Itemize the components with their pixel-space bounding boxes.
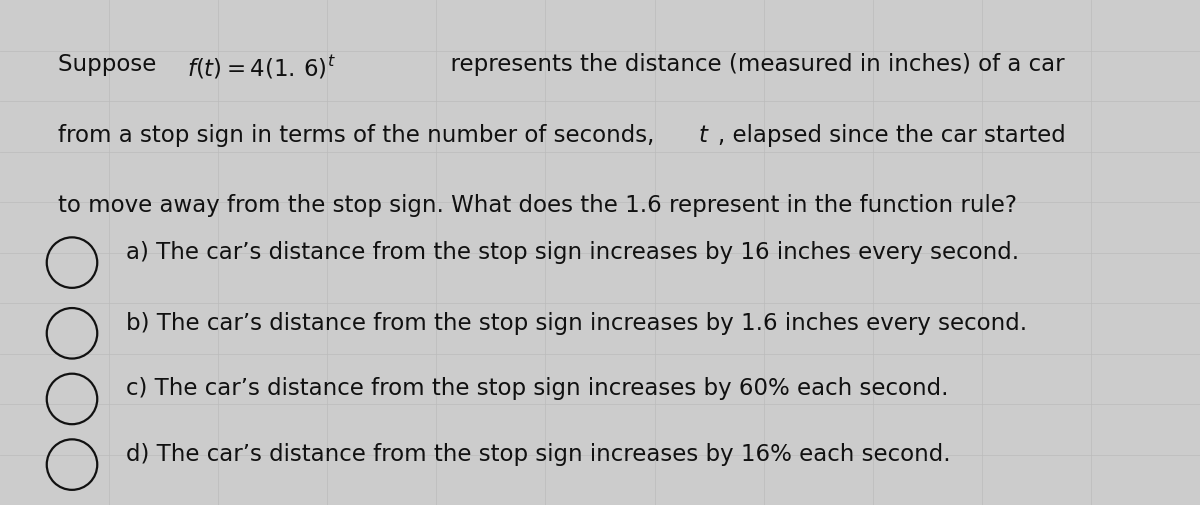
Text: Suppose: Suppose xyxy=(58,53,163,76)
Text: $f(t) = 4(1.\,6)^t$: $f(t) = 4(1.\,6)^t$ xyxy=(187,53,336,80)
Text: b) The car’s distance from the stop sign increases by 1.6 inches every second.: b) The car’s distance from the stop sign… xyxy=(126,312,1027,335)
Text: t: t xyxy=(698,124,708,147)
Text: d) The car’s distance from the stop sign increases by 16% each second.: d) The car’s distance from the stop sign… xyxy=(126,443,950,466)
Text: , elapsed since the car started: , elapsed since the car started xyxy=(718,124,1066,147)
Text: from a stop sign in terms of the number of seconds,: from a stop sign in terms of the number … xyxy=(58,124,661,147)
Text: c) The car’s distance from the stop sign increases by 60% each second.: c) The car’s distance from the stop sign… xyxy=(126,378,948,400)
Text: represents the distance (measured in inches) of a car: represents the distance (measured in inc… xyxy=(436,53,1064,76)
Text: to move away from the stop sign. What does the 1.6 represent in the function rul: to move away from the stop sign. What do… xyxy=(58,194,1016,218)
Text: a) The car’s distance from the stop sign increases by 16 inches every second.: a) The car’s distance from the stop sign… xyxy=(126,241,1019,264)
